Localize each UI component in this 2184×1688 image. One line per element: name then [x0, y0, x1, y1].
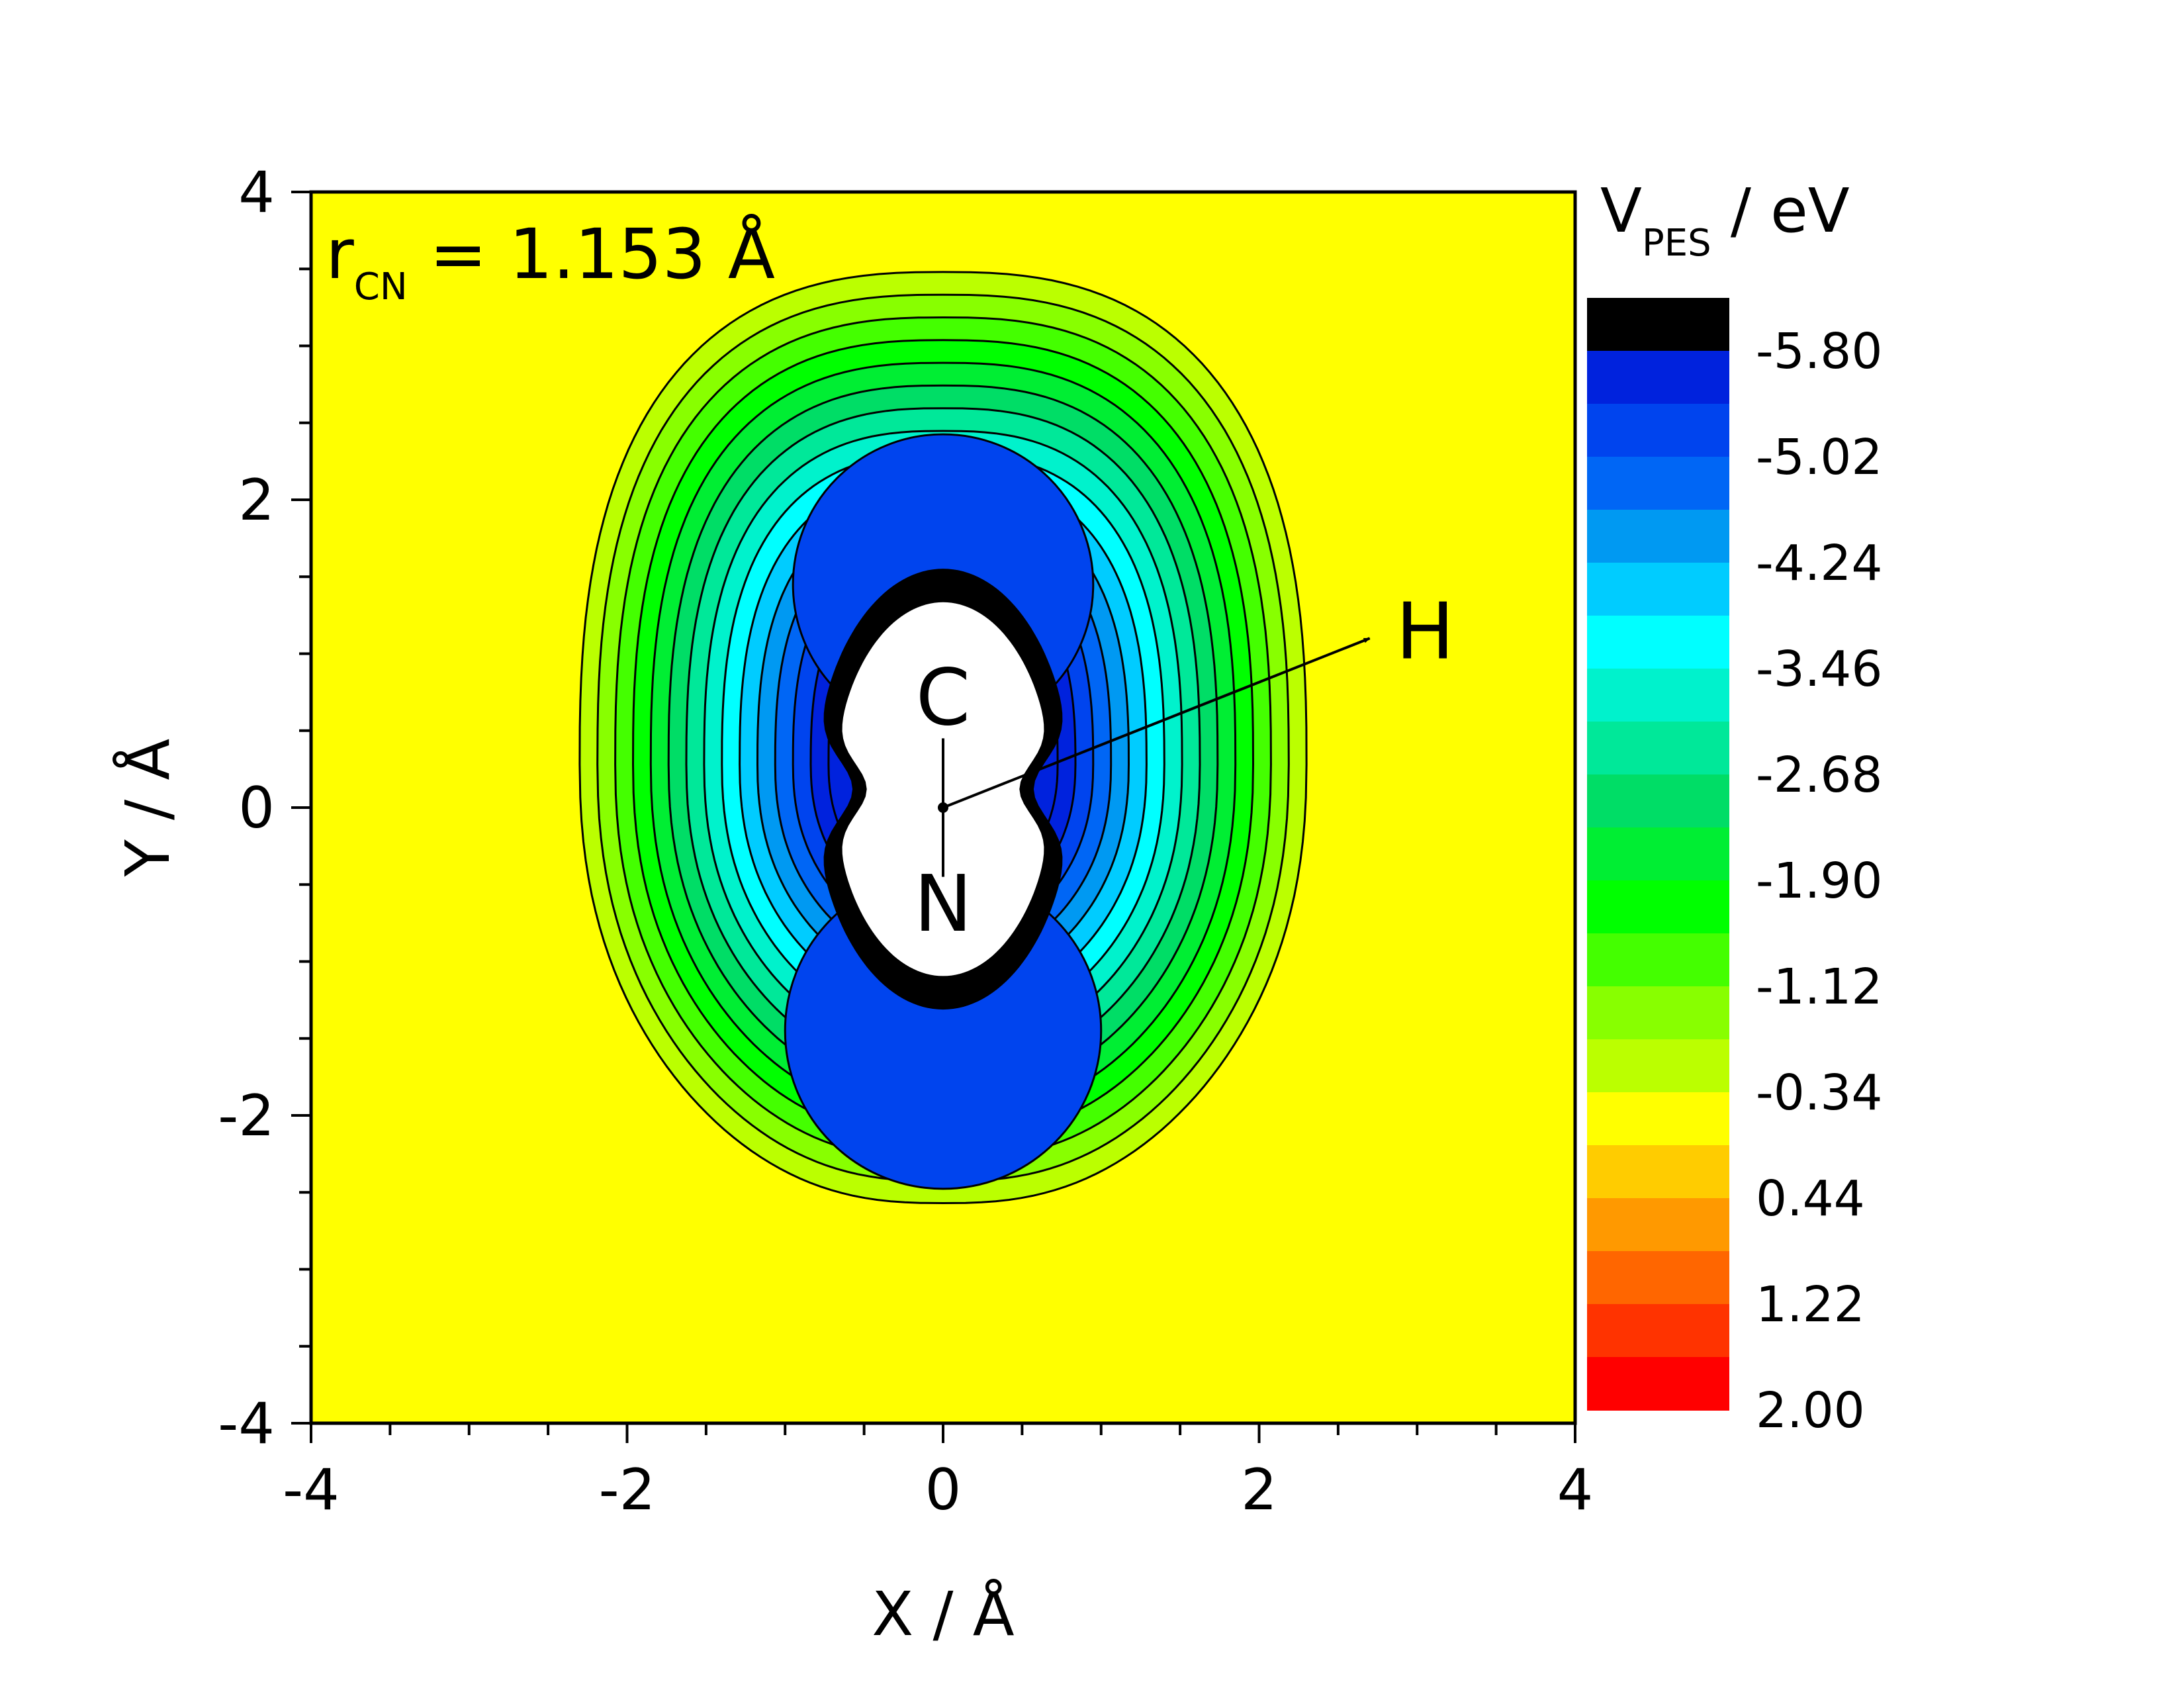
colorbar-swatch — [1587, 827, 1729, 881]
colorbar-title-sub: PES — [1642, 222, 1711, 265]
colorbar-swatch — [1587, 1092, 1729, 1146]
atom-label-C: C — [916, 652, 970, 743]
colorbar-swatch — [1587, 669, 1729, 722]
colorbar-swatch — [1587, 722, 1729, 775]
y-tick-label: -4 — [218, 1391, 275, 1457]
h-vector-arrow — [942, 637, 1371, 809]
colorbar-swatch — [1587, 774, 1729, 828]
colorbar-label: 2.00 — [1756, 1382, 1865, 1439]
colorbar-swatch — [1587, 616, 1729, 669]
colorbar-label: 0.44 — [1756, 1170, 1865, 1227]
colorbar-label: -0.34 — [1756, 1064, 1882, 1121]
colorbar-swatch — [1587, 298, 1729, 352]
y-tick-label: -2 — [218, 1083, 275, 1149]
atom-label-N: N — [914, 858, 972, 949]
colorbar-label: -5.80 — [1756, 323, 1882, 380]
rcn-annotation: rCN = 1.153 Å — [326, 214, 775, 308]
x-tick-label: 0 — [925, 1457, 962, 1523]
colorbar-swatch — [1587, 1251, 1729, 1305]
colorbar-swatch — [1587, 933, 1729, 987]
x-tick-label: -4 — [283, 1457, 340, 1523]
colorbar-swatch — [1587, 351, 1729, 404]
colorbar-label: -2.68 — [1756, 747, 1882, 804]
colorbar-swatch — [1587, 1304, 1729, 1358]
colorbar-title: VPES / eV — [1600, 175, 1850, 265]
colorbar-swatch — [1587, 563, 1729, 616]
colorbar-label: -4.24 — [1756, 535, 1882, 592]
x-axis-label: X / Å — [872, 1578, 1015, 1650]
y-tick-label: 4 — [238, 160, 275, 226]
x-tick-label: 4 — [1557, 1457, 1594, 1523]
x-tick-label: 2 — [1241, 1457, 1277, 1523]
colorbar-title-rest: / eV — [1711, 175, 1850, 246]
colorbar-title-main: V — [1600, 175, 1642, 246]
colorbar-swatch — [1587, 880, 1729, 934]
colorbar-label: -5.02 — [1756, 429, 1882, 486]
center-of-mass-dot — [938, 802, 948, 813]
colorbar-label: -1.12 — [1756, 959, 1882, 1015]
x-tick-label: -2 — [599, 1457, 656, 1523]
colorbar-swatch — [1587, 986, 1729, 1040]
molecule-overlay: C N H — [914, 586, 1455, 950]
x-axis: -4 -2 0 2 4 — [283, 1423, 1593, 1523]
atom-label-H: H — [1396, 586, 1455, 677]
colorbar-swatch — [1587, 510, 1729, 563]
colorbar-label: -3.46 — [1756, 641, 1882, 698]
colorbar-swatch — [1587, 404, 1729, 457]
colorbar: -5.80 -5.02 -4.24 -3.46 -2.68 -1.90 -1.12 -0.34… — [1587, 298, 1882, 1439]
colorbar-swatch — [1587, 1039, 1729, 1093]
rcn-annotation-rest: = 1.153 Å — [408, 214, 775, 295]
colorbar-swatch — [1587, 1198, 1729, 1252]
colorbar-swatch — [1587, 1145, 1729, 1199]
y-axis: -4 -2 0 2 4 — [218, 160, 311, 1457]
colorbar-label: -1.90 — [1756, 853, 1882, 910]
rcn-annotation-sub: CN — [354, 265, 408, 308]
y-tick-label: 0 — [238, 775, 275, 841]
y-tick-label: 2 — [238, 467, 275, 534]
y-axis-label: Y / Å — [112, 739, 183, 878]
colorbar-label: 1.22 — [1756, 1276, 1865, 1333]
colorbar-swatch — [1587, 1357, 1729, 1411]
colorbar-swatch — [1587, 457, 1729, 510]
rcn-annotation-main: r — [326, 214, 354, 295]
